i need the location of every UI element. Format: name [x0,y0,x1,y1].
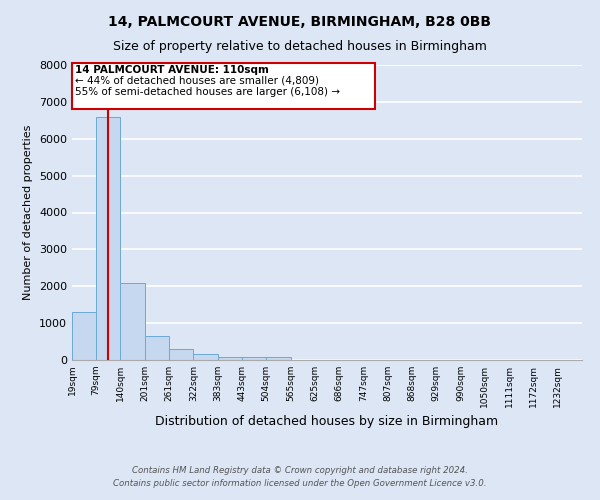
Bar [169,349,193,360]
X-axis label: Distribution of detached houses by size in Birmingham: Distribution of detached houses by size … [155,416,499,428]
Bar [72,312,97,360]
Bar [266,357,290,360]
Bar [193,354,218,360]
Bar [242,357,266,360]
Bar [218,357,242,360]
Text: Size of property relative to detached houses in Birmingham: Size of property relative to detached ho… [113,40,487,53]
Text: 55% of semi-detached houses are larger (6,108) →: 55% of semi-detached houses are larger (… [75,87,340,97]
Text: 14, PALMCOURT AVENUE, BIRMINGHAM, B28 0BB: 14, PALMCOURT AVENUE, BIRMINGHAM, B28 0B… [109,15,491,29]
Bar [96,116,121,360]
FancyBboxPatch shape [72,63,376,110]
Bar [145,336,169,360]
Text: Contains HM Land Registry data © Crown copyright and database right 2024.
Contai: Contains HM Land Registry data © Crown c… [113,466,487,487]
Text: ← 44% of detached houses are smaller (4,809): ← 44% of detached houses are smaller (4,… [75,76,319,86]
Text: 14 PALMCOURT AVENUE: 110sqm: 14 PALMCOURT AVENUE: 110sqm [75,65,269,75]
Bar [121,284,145,360]
Y-axis label: Number of detached properties: Number of detached properties [23,125,34,300]
